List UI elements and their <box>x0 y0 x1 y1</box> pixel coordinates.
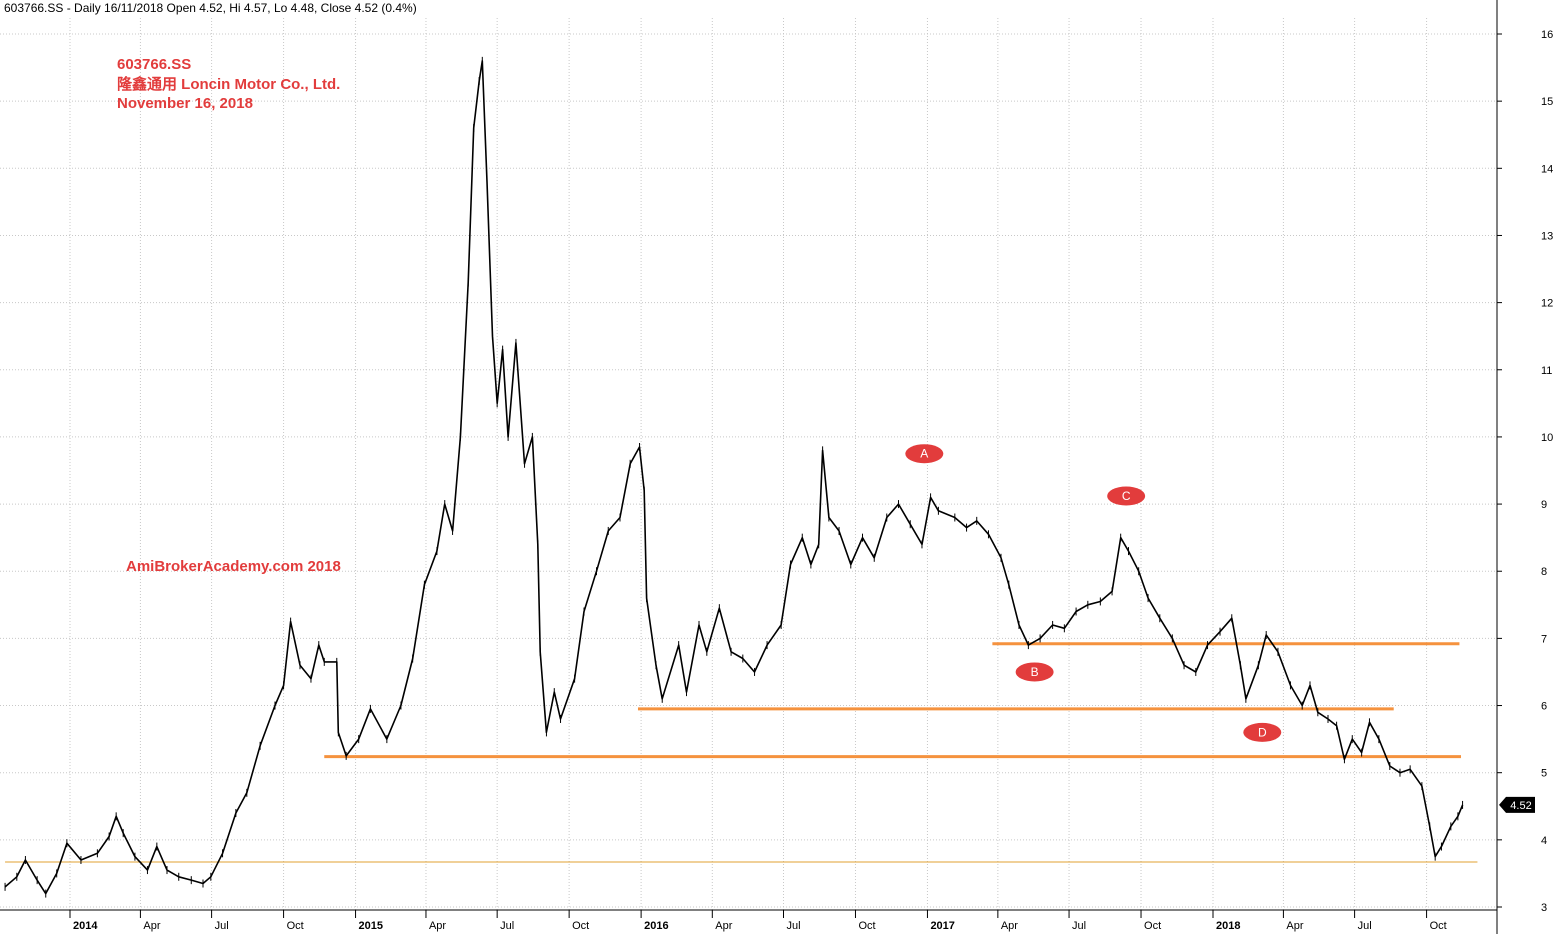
chart-title-block: 603766.SS 隆鑫通用 Loncin Motor Co., Ltd. No… <box>117 55 340 114</box>
last-value-label: 4.52 <box>1510 800 1531 812</box>
y-tick-label: 10 <box>1541 432 1553 444</box>
chart-header-info: 603766.SS - Daily 16/11/2018 Open 4.52, … <box>4 1 417 15</box>
x-tick-label: Oct <box>572 920 589 932</box>
y-tick-label: 6 <box>1541 701 1547 713</box>
x-tick-label: 2015 <box>359 920 383 932</box>
x-tick-label: Jul <box>1072 920 1086 932</box>
x-tick-label: Apr <box>1001 920 1018 932</box>
credit-text: AmiBrokerAcademy.com 2018 <box>126 558 341 575</box>
y-tick-label: 11 <box>1541 365 1552 377</box>
pattern-marker-c <box>1107 486 1146 506</box>
x-tick-label: 2016 <box>644 920 668 932</box>
x-tick-label: Oct <box>1144 920 1161 932</box>
x-tick-label: Jul <box>215 920 229 932</box>
y-tick-label: 9 <box>1541 499 1547 511</box>
y-tick-label: 4 <box>1541 835 1547 847</box>
pattern-marker-b <box>1015 662 1054 682</box>
y-tick-label: 12 <box>1541 298 1553 310</box>
x-tick-label: Oct <box>858 920 875 932</box>
x-tick-label: Apr <box>715 920 732 932</box>
y-tick-label: 16 <box>1541 29 1553 41</box>
y-tick-label: 5 <box>1541 768 1547 780</box>
x-tick-label: Apr <box>429 920 446 932</box>
y-tick-label: 7 <box>1541 633 1547 645</box>
y-tick-label: 8 <box>1541 566 1547 578</box>
last-value-badge <box>1499 796 1535 813</box>
x-tick-label: 2017 <box>930 920 954 932</box>
pattern-marker-label: D <box>1258 725 1267 739</box>
x-tick-label: 2014 <box>73 920 98 932</box>
y-tick-label: 14 <box>1541 163 1553 175</box>
pattern-marker-a <box>905 444 944 464</box>
pattern-marker-d <box>1243 722 1282 742</box>
x-tick-label: Jul <box>500 920 514 932</box>
company-name: 隆鑫通用 Loncin Motor Co., Ltd. <box>117 75 341 93</box>
x-tick-label: Oct <box>287 920 304 932</box>
x-tick-label: 2018 <box>1216 920 1240 932</box>
pattern-marker-label: C <box>1122 489 1131 503</box>
x-tick-label: Apr <box>143 920 160 932</box>
x-tick-label: Jul <box>786 920 800 932</box>
y-tick-label: 15 <box>1541 96 1553 108</box>
x-tick-label: Jul <box>1358 920 1372 932</box>
pattern-marker-label: B <box>1031 665 1039 679</box>
y-tick-label: 13 <box>1541 230 1553 242</box>
y-tick-label: 3 <box>1541 902 1547 914</box>
x-tick-label: Apr <box>1286 920 1303 932</box>
ticker-title: 603766.SS <box>117 56 192 73</box>
chart-date: November 16, 2018 <box>117 95 253 112</box>
x-tick-label: Oct <box>1430 920 1447 932</box>
price-line <box>4 60 1464 895</box>
pattern-marker-label: A <box>920 447 928 461</box>
